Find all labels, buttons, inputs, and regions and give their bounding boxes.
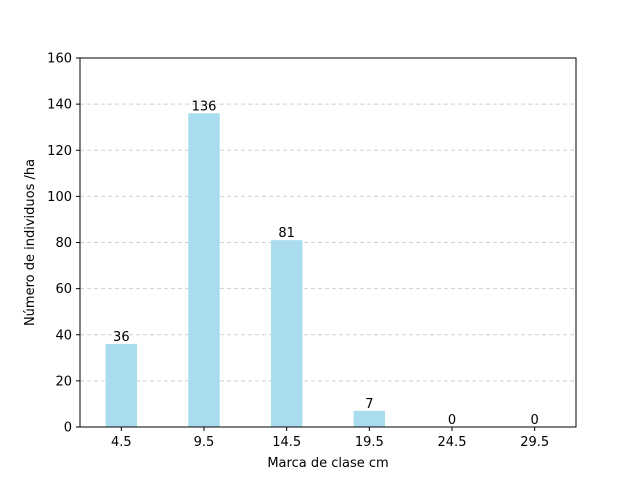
bar-value-label: 7 <box>365 397 373 412</box>
y-tick-label: 80 <box>55 236 72 251</box>
x-tick-label: 29.5 <box>520 435 549 450</box>
x-tick-label: 9.5 <box>194 435 215 450</box>
y-tick-label: 60 <box>55 282 72 297</box>
bar-value-label: 81 <box>278 226 295 241</box>
y-tick-label: 160 <box>47 52 72 67</box>
bar-value-label: 36 <box>113 330 130 345</box>
bars <box>105 113 386 427</box>
x-tick-label: 4.5 <box>111 435 132 450</box>
bar <box>105 343 138 427</box>
bar-value-label: 136 <box>192 99 217 114</box>
axis-ticks: 0 20 40 60 80 100 120 140 160 4.5 9.5 14.5 19.5 24.5 2… <box>47 52 549 451</box>
y-tick-label: 20 <box>55 374 72 389</box>
data-labels: 36 136 81 7 0 0 <box>113 99 539 428</box>
x-tick-label: 14.5 <box>272 435 301 450</box>
bar-value-label: 0 <box>448 413 456 428</box>
bar-value-label: 0 <box>531 413 539 428</box>
x-axis-label: Marca de clase cm <box>267 456 388 471</box>
y-tick-label: 100 <box>47 190 72 205</box>
bar <box>188 113 220 427</box>
bar <box>270 240 303 427</box>
y-tick-label: 140 <box>47 98 72 113</box>
x-tick-label: 24.5 <box>438 435 467 450</box>
y-tick-label: 40 <box>55 328 72 343</box>
grid-lines <box>80 103 576 382</box>
y-tick-label: 120 <box>47 144 72 159</box>
y-tick-label: 0 <box>64 421 72 436</box>
x-tick-label: 19.5 <box>355 435 384 450</box>
y-axis-label: Número de individuos /ha <box>23 159 38 326</box>
bar <box>353 410 386 427</box>
